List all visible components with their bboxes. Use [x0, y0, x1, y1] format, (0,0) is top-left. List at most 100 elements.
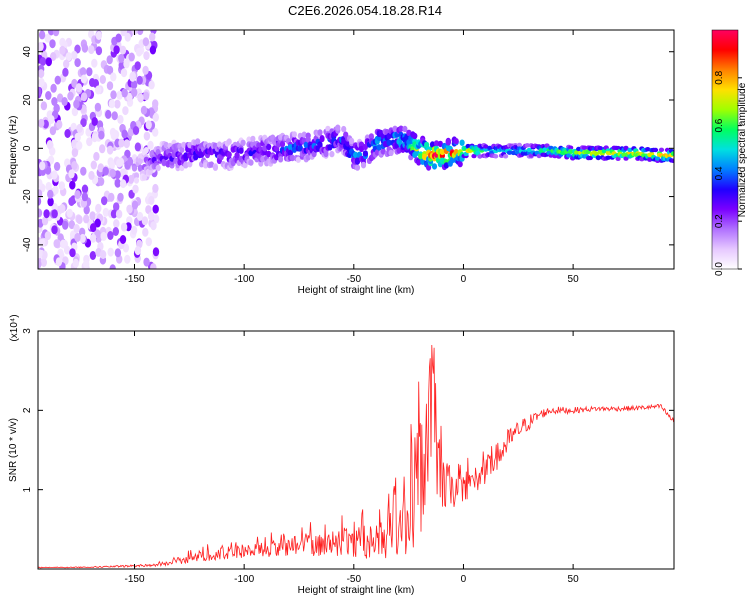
noise-cell: [50, 83, 57, 93]
noise-cell: [97, 177, 105, 186]
noise-cell: [38, 118, 45, 128]
noise-cell: [61, 97, 68, 106]
noise-cell: [51, 225, 58, 235]
noise-cell: [129, 71, 136, 81]
noise-cell: [119, 45, 127, 55]
noise-cell: [39, 238, 46, 248]
colorbar-tick-label: 0.6: [714, 118, 725, 132]
noise-cell: [50, 52, 57, 61]
ridge-cell: [242, 161, 248, 169]
noise-cell: [99, 144, 106, 154]
ridge-cell: [317, 129, 323, 136]
noise-cell: [147, 140, 154, 150]
ridge-cell: [487, 145, 493, 151]
noise-cell: [149, 45, 157, 55]
noise-cell: [113, 219, 120, 229]
ridge-cell: [195, 138, 201, 145]
ridge-cell: [380, 148, 386, 155]
spectrogram-x-ticks: -150 -100 -50 0 50: [124, 30, 579, 285]
noise-cell: [149, 32, 156, 42]
noise-cell: [90, 223, 97, 233]
ridge-cell: [471, 153, 477, 159]
ridge-cell: [386, 132, 392, 140]
noise-cell: [83, 205, 90, 215]
noise-cell: [51, 97, 58, 106]
noise-cell: [119, 235, 127, 244]
noise-cell: [38, 30, 46, 40]
ridge-cell: [289, 154, 295, 162]
ridge-cell: [305, 136, 311, 143]
snr-series-line: [38, 344, 674, 569]
spectrogram-y-tick-label: -20: [22, 189, 33, 204]
ridge-cell: [279, 140, 286, 148]
ridge-cell: [524, 143, 530, 148]
noise-cell: [86, 137, 93, 147]
noise-cell: [130, 80, 138, 90]
ridge-cell: [133, 172, 140, 179]
snr-x-tick-label: -50: [347, 574, 362, 585]
noise-cell: [91, 58, 98, 68]
noise-cell: [38, 178, 43, 188]
noise-cell: [120, 222, 128, 232]
noise-cell: [105, 109, 112, 119]
ridge-cell: [143, 147, 149, 154]
noise-cell: [38, 77, 45, 87]
ridge-cell: [443, 162, 449, 169]
ridge-cell: [424, 141, 430, 149]
ridge-cell: [437, 140, 443, 148]
noise-cell: [148, 195, 155, 205]
ridge-cell: [457, 160, 463, 168]
ridge-cell: [439, 148, 445, 156]
noise-cell: [80, 74, 88, 84]
noise-cell: [109, 168, 116, 178]
ridge-cell: [388, 149, 394, 157]
noise-cell: [152, 204, 159, 214]
noise-cell: [47, 197, 54, 207]
noise-cell: [51, 202, 58, 212]
noise-cell: [45, 181, 52, 191]
noise-cell: [108, 160, 116, 170]
ridge-cell: [445, 138, 451, 146]
noise-cell: [97, 163, 105, 173]
spectrogram-y-tick-label: 0: [22, 145, 33, 151]
colorbar-tick-label: 0.4: [714, 166, 725, 180]
noise-cell: [61, 220, 69, 230]
noise-cell: [39, 161, 46, 171]
noise-cell: [118, 138, 125, 148]
ridge-cell: [266, 143, 272, 151]
noise-cell: [110, 90, 117, 100]
ridge-cell: [250, 135, 256, 143]
noise-cell: [38, 189, 43, 199]
snr-x-tick-label: 0: [461, 574, 467, 585]
ridge-cell: [392, 125, 398, 132]
noise-cell: [123, 59, 130, 69]
snr-y-tick-label: 2: [22, 407, 33, 413]
noise-cell: [90, 233, 97, 243]
noise-cell: [65, 52, 73, 62]
noise-cell: [59, 204, 66, 213]
noise-cell: [38, 259, 42, 269]
noise-cell: [117, 192, 124, 202]
noise-cell: [152, 112, 159, 122]
ridge-cell: [416, 159, 422, 166]
spectrogram-x-tick-label: -100: [234, 274, 254, 285]
noise-cell: [74, 232, 81, 242]
noise-cell: [134, 61, 141, 71]
ridge-cell: [163, 141, 169, 149]
noise-cell: [71, 50, 78, 60]
noise-cell: [40, 258, 47, 267]
ridge-cell: [506, 150, 513, 155]
noise-cell: [89, 251, 97, 260]
noise-cell: [115, 33, 122, 43]
noise-cell: [128, 52, 135, 62]
noise-cell: [131, 200, 139, 210]
colorbar-gradient: [711, 29, 739, 270]
noise-cell: [109, 264, 116, 269]
noise-cell: [123, 139, 130, 149]
noise-cell: [142, 65, 149, 75]
ridge-cell: [226, 151, 232, 158]
spectrogram-x-label: Height of straight line (km): [298, 285, 415, 296]
noise-cell: [63, 245, 71, 255]
noise-cell: [76, 141, 83, 150]
